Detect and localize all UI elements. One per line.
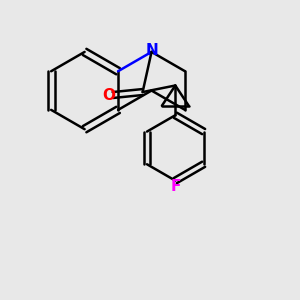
Text: O: O — [102, 88, 115, 103]
Text: F: F — [170, 179, 181, 194]
Text: N: N — [145, 43, 158, 58]
